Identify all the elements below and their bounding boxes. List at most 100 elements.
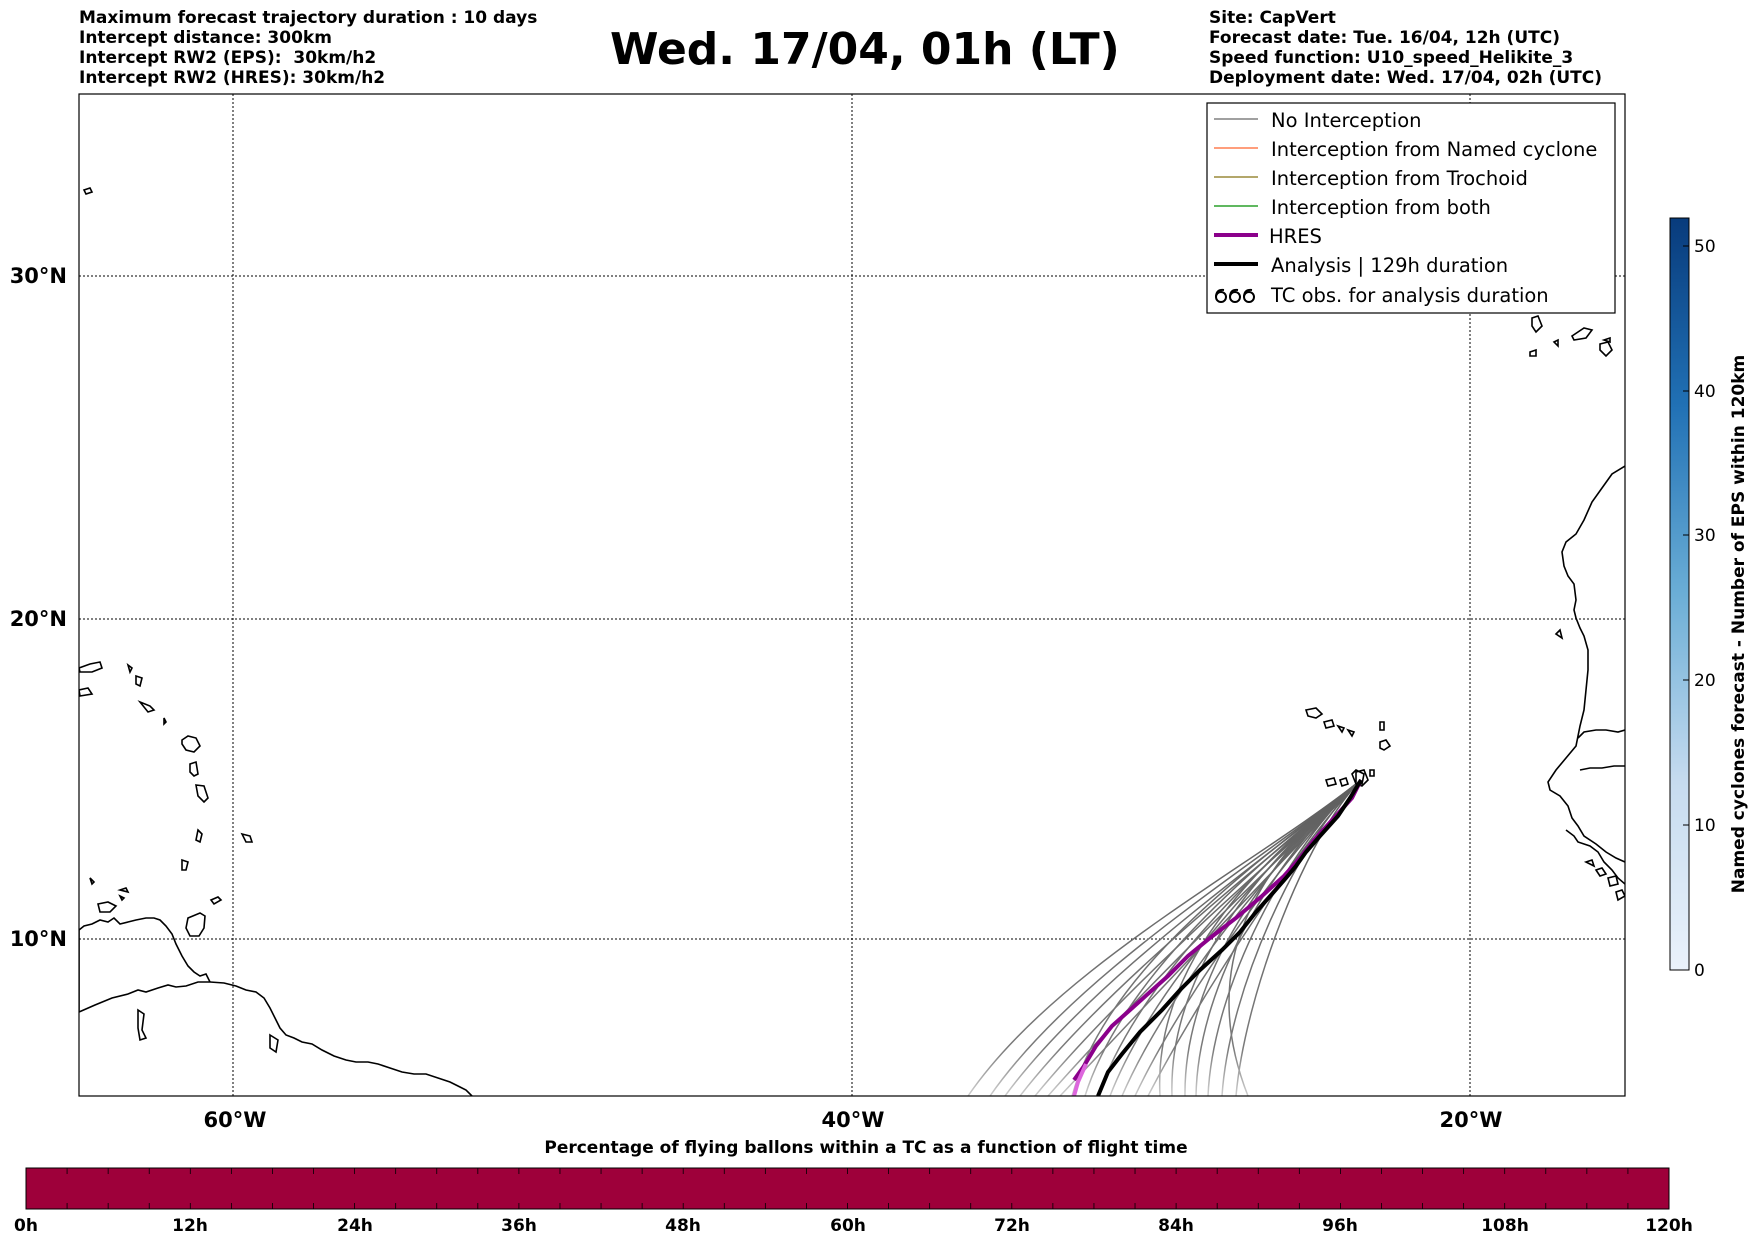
colorbar-tick-label: 0h <box>14 1216 38 1236</box>
colorbar-tick-label: 50 <box>1694 237 1716 257</box>
island <box>163 717 167 726</box>
colorbar-tick-label: 12h <box>172 1216 208 1236</box>
eps-trajectory <box>967 779 1362 1096</box>
legend-box <box>1206 102 1616 314</box>
eps-trajectory <box>1228 779 1362 1096</box>
island <box>117 887 130 894</box>
tc-symbol-icon <box>1215 288 1255 303</box>
coast-west-africa <box>1547 465 1625 863</box>
colorbar-tick-label: 30 <box>1694 526 1716 546</box>
hres-trajectory-tail <box>1072 1063 1088 1096</box>
island-canary <box>1529 348 1537 357</box>
island-bijagos <box>1615 889 1625 902</box>
header-line: Forecast date: Tue. 16/04, 12h (UTC) <box>1209 28 1560 48</box>
coast-trinidad <box>185 912 206 937</box>
coast-guiana-bit <box>137 1008 148 1042</box>
header-line: Site: CapVert <box>1209 8 1336 28</box>
colorbar-tick-label: 72h <box>994 1216 1030 1236</box>
coastlines <box>79 187 1625 1096</box>
deployment-site-marker <box>1351 769 1365 785</box>
coast-dakar <box>1554 628 1564 640</box>
coast-senegal-inlet <box>1577 729 1625 739</box>
island-canary <box>1599 341 1613 358</box>
island <box>97 901 118 913</box>
eps-trajectory <box>1071 779 1362 1096</box>
legend-label: Analysis | 129h duration <box>1271 254 1508 277</box>
trajectories <box>967 769 1365 1096</box>
colorbar-flight-time: Percentage of flying ballons within a TC… <box>14 1138 1693 1236</box>
island-capeverde <box>1304 707 1324 719</box>
colorbar-tick-label: 48h <box>665 1216 701 1236</box>
header-line: Intercept RW2 (HRES): 30km/h2 <box>79 68 386 88</box>
header-left-info: Maximum forecast trajectory duration : 1… <box>79 8 537 88</box>
island <box>195 784 209 804</box>
colorbar-named-cyclones: 0 10 20 30 40 50 Named cyclones forecast… <box>1669 217 1749 981</box>
page-title: Wed. 17/04, 01h (LT) <box>610 24 1120 75</box>
header-line: Intercept distance: 300km <box>79 28 332 48</box>
island <box>82 187 94 195</box>
header-right-info: Site: CapVert Forecast date: Tue. 16/04,… <box>1209 8 1602 88</box>
island-bijagos <box>1583 858 1596 868</box>
island-capeverde <box>1322 719 1336 729</box>
lon-label-60w: 60°W <box>204 1108 267 1132</box>
colorbar-tick-label: 36h <box>501 1216 537 1236</box>
island <box>126 662 134 675</box>
header-line: Speed function: U10_speed_Helikite_3 <box>1209 48 1574 68</box>
colorbar-label: Named cyclones forecast - Number of EPS … <box>1729 355 1749 894</box>
island-capeverde <box>1379 739 1392 751</box>
lat-label-20n: 20°N <box>10 607 67 631</box>
colorbar-title: Percentage of flying ballons within a TC… <box>544 1138 1187 1158</box>
legend: No Interception Interception from Named … <box>1206 102 1616 314</box>
island-capeverde <box>1379 721 1385 731</box>
colorbar-bar <box>25 1167 1670 1210</box>
colorbar-tick-label: 24h <box>337 1216 373 1236</box>
island-canary <box>1552 338 1559 348</box>
coast-tobago <box>209 896 223 906</box>
coast-south-america <box>79 981 473 1096</box>
island <box>118 894 126 902</box>
colorbar-minor-ticks <box>66 1168 1629 1209</box>
lon-label-40w: 40°W <box>822 1108 885 1132</box>
island-capeverde <box>1324 777 1338 787</box>
legend-label: HRES <box>1269 225 1322 248</box>
legend-label: No Interception <box>1271 109 1422 132</box>
island-capeverde <box>1346 728 1356 738</box>
eps-trajectory <box>1158 779 1362 1096</box>
eps-trajectory <box>1221 779 1362 1096</box>
legend-label: Interception from both <box>1271 196 1491 219</box>
colorbar-tick-label: 108h <box>1481 1216 1529 1236</box>
island-canary <box>1601 336 1611 344</box>
map-panel <box>78 93 1626 1097</box>
island <box>181 735 201 753</box>
eps-trajectory <box>1235 779 1362 1096</box>
island <box>79 687 94 697</box>
header-line: Maximum forecast trajectory duration : 1… <box>79 8 538 28</box>
colorbar-tick-label: 120h <box>1645 1216 1693 1236</box>
island-capeverde <box>1338 776 1350 788</box>
island <box>181 858 189 871</box>
colorbar-tick-label: 60h <box>830 1216 866 1236</box>
colorbar-tick-label: 0 <box>1694 961 1705 981</box>
island <box>189 760 199 777</box>
island-canary <box>1531 315 1543 334</box>
colorbar-tick-label: 20 <box>1694 671 1716 691</box>
colorbar-gradient <box>1669 217 1690 971</box>
island-capeverde <box>1336 724 1346 734</box>
lat-label-30n: 30°N <box>10 264 67 288</box>
colorbar-tick-label: 96h <box>1322 1216 1358 1236</box>
analysis-trajectory <box>1096 778 1363 1096</box>
island-bijagos <box>1607 875 1619 887</box>
island <box>240 832 254 843</box>
island-capeverde <box>1369 769 1375 777</box>
coast-gambia <box>1579 765 1625 771</box>
lon-label-20w: 20°W <box>1440 1108 1503 1132</box>
island <box>137 700 156 713</box>
island-canary <box>1570 327 1594 341</box>
coast-venezuela-gulf <box>79 916 211 1012</box>
coast-river <box>269 1033 279 1054</box>
island <box>135 674 143 688</box>
colorbar-tick-label: 40 <box>1694 382 1716 402</box>
colorbar-ticks <box>1683 245 1689 971</box>
island <box>89 877 96 886</box>
